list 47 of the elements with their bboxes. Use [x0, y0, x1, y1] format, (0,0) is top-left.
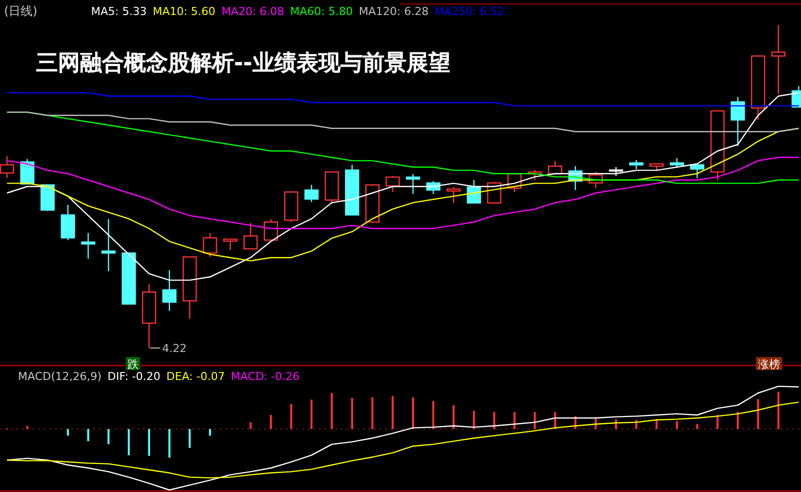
bar — [87, 429, 90, 442]
bar — [66, 429, 69, 436]
bar — [310, 400, 312, 429]
text: MA60: 5.80 — [290, 5, 353, 18]
bar — [188, 429, 191, 448]
text: 三网融合概念股解析--业绩表现与前景展望 — [36, 50, 450, 76]
chart-title: MACD(12,26,9) — [18, 370, 102, 383]
series-label: MACD: -0.26 — [230, 370, 300, 383]
bar — [514, 412, 516, 429]
bar — [736, 412, 739, 429]
bar — [250, 422, 252, 429]
bar — [472, 410, 475, 429]
bar — [534, 412, 536, 429]
bar — [493, 412, 496, 429]
chart-subtitle: (日线) — [4, 4, 38, 18]
bar — [148, 429, 150, 456]
bar — [168, 429, 170, 458]
text: 跌 — [128, 358, 138, 371]
text: 涨榜 — [758, 358, 780, 371]
bar — [108, 429, 110, 444]
text: MA10: 5.60 — [152, 5, 216, 18]
bar — [412, 397, 414, 429]
bar — [392, 396, 394, 429]
bar — [351, 398, 354, 429]
bar — [371, 397, 374, 429]
bar — [452, 405, 455, 429]
bar — [270, 414, 272, 429]
text: MA250: 6.52 — [434, 5, 504, 18]
bar — [656, 420, 658, 429]
text: MA20: 6.08 — [221, 5, 284, 18]
bar — [128, 429, 130, 456]
bar — [209, 429, 211, 436]
bar — [777, 392, 780, 429]
bar — [676, 421, 678, 429]
text: DEA: -0.07 — [166, 370, 225, 383]
bar — [696, 424, 698, 429]
bar — [716, 414, 718, 429]
annotation: 4.22 — [162, 342, 187, 355]
text: MA5: 5.33 — [91, 5, 147, 18]
bar — [432, 400, 434, 429]
text: DIF: -0.20 — [108, 370, 160, 383]
bar — [757, 399, 760, 429]
text: MA120: 6.28 — [358, 5, 429, 18]
bar — [26, 426, 28, 429]
bar — [290, 404, 292, 429]
bar — [330, 393, 333, 429]
bar — [615, 419, 617, 429]
